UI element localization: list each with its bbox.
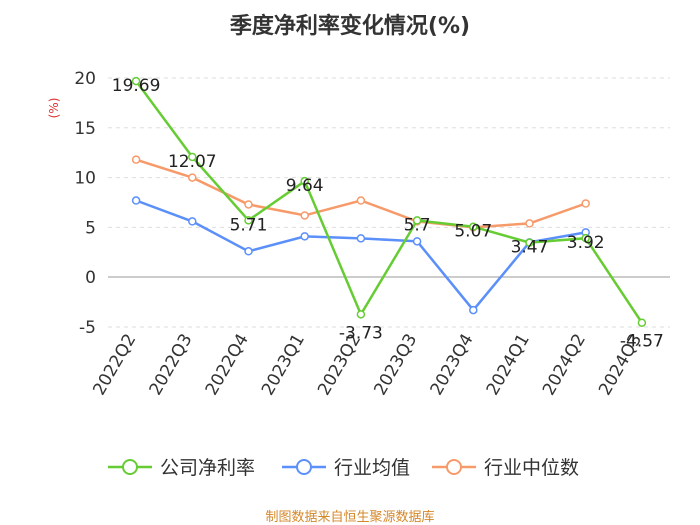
data-point[interactable]: [581, 199, 590, 208]
x-tick-label: 2024Q2: [539, 331, 590, 399]
x-tick-label: 2024Q1: [483, 331, 534, 399]
legend: 公司净利率 行业均值 行业中位数: [108, 457, 579, 479]
data-point[interactable]: [188, 217, 197, 226]
data-label: 12.07: [168, 152, 217, 172]
x-tick-label: 2022Q4: [202, 331, 253, 399]
data-point[interactable]: [412, 216, 422, 225]
data-point[interactable]: [525, 219, 534, 228]
legend-marker: [446, 459, 462, 475]
y-tick-label: 0: [85, 268, 96, 288]
data-point[interactable]: [188, 173, 197, 182]
y-tick-label: 5: [85, 218, 96, 238]
series-line: [135, 80, 643, 324]
series-0: [131, 76, 647, 327]
data-label: 5.7: [404, 215, 431, 235]
footer-source-note: 制图数据来自恒生聚源数据库: [265, 510, 435, 525]
data-point[interactable]: [581, 233, 590, 243]
legend-item[interactable]: 公司净利率: [108, 457, 255, 479]
x-tick-label: 2023Q4: [427, 331, 478, 399]
data-point[interactable]: [244, 216, 253, 225]
data-point[interactable]: [412, 237, 422, 246]
data-point[interactable]: [469, 305, 478, 315]
data-point[interactable]: [131, 196, 141, 205]
grid-lines: [108, 77, 670, 328]
series-2: [131, 155, 590, 232]
data-point[interactable]: [300, 211, 309, 220]
y-tick-label: -5: [79, 318, 96, 338]
data-point[interactable]: [356, 310, 366, 319]
legend-item[interactable]: 行业均值: [282, 457, 410, 479]
x-tick-label: 2023Q1: [258, 331, 309, 399]
data-point[interactable]: [356, 196, 366, 205]
legend-label: 行业均值: [334, 457, 410, 479]
legend-item[interactable]: 行业中位数: [432, 457, 579, 479]
data-labels: 19.69 12.07 5.71 9.64 -3.73 5.7 5.07 3.47 3.92 -4…: [112, 76, 664, 352]
legend-marker: [296, 459, 312, 475]
y-tick-label: 20: [74, 69, 96, 89]
data-point[interactable]: [300, 176, 309, 186]
data-point[interactable]: [469, 222, 478, 231]
y-tick-label: 10: [74, 169, 96, 189]
data-label: 3.47: [511, 238, 549, 258]
data-point[interactable]: [244, 247, 253, 256]
data-label: 3.92: [567, 233, 605, 253]
data-point[interactable]: [356, 234, 366, 243]
chart-title: 季度净利率变化情况(%): [229, 14, 471, 39]
data-label: -3.73: [339, 323, 383, 343]
y-axis-label: (%): [47, 98, 61, 119]
data-point[interactable]: [300, 232, 309, 241]
data-point[interactable]: [131, 76, 141, 86]
legend-label: 行业中位数: [484, 457, 579, 479]
y-tick-labels: -5 0 5 10 15 20: [74, 69, 96, 338]
x-tick-label: 2022Q3: [146, 331, 197, 399]
data-point[interactable]: [525, 238, 534, 247]
y-tick-label: 15: [74, 119, 96, 139]
data-label: 5.71: [230, 215, 268, 235]
data-point[interactable]: [244, 200, 253, 209]
data-point[interactable]: [131, 155, 141, 164]
series-lines: [131, 76, 647, 327]
data-point[interactable]: [188, 152, 197, 162]
legend-label: 公司净利率: [160, 457, 255, 479]
legend-marker: [122, 459, 138, 475]
data-point[interactable]: [637, 318, 647, 327]
data-label: 19.69: [112, 76, 161, 96]
data-label: 9.64: [286, 176, 324, 196]
data-label: -4.57: [620, 332, 664, 352]
x-tick-label: 2022Q2: [89, 331, 140, 399]
data-label: 5.07: [454, 222, 492, 242]
